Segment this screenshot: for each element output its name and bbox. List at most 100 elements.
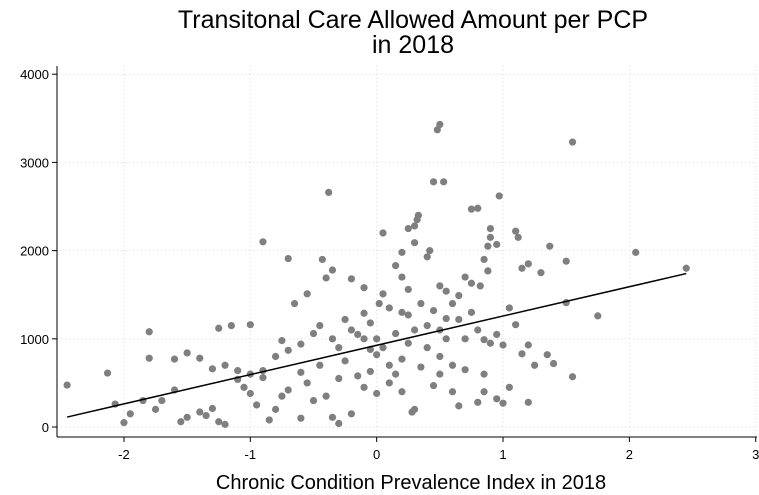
point <box>568 373 577 381</box>
point <box>379 229 387 237</box>
point <box>404 311 412 319</box>
point <box>259 238 267 246</box>
point <box>440 178 448 186</box>
point <box>322 392 330 400</box>
point <box>433 126 441 134</box>
chart-title: Transitonal Care Allowed Amount per PCP <box>178 6 648 34</box>
point <box>151 405 160 413</box>
point <box>467 308 476 316</box>
point <box>215 418 223 426</box>
point <box>183 413 191 421</box>
point <box>309 396 318 405</box>
point <box>297 414 305 422</box>
x-axis-label: Chronic Condition Prevalence Index in 20… <box>216 472 606 494</box>
point <box>505 383 513 391</box>
point <box>546 242 554 250</box>
point <box>221 420 229 428</box>
point <box>221 361 229 369</box>
point <box>499 399 507 407</box>
point <box>271 405 280 413</box>
point <box>448 299 457 308</box>
point <box>297 340 305 348</box>
point <box>632 248 640 256</box>
point <box>385 361 393 369</box>
point <box>531 361 539 369</box>
point <box>303 379 311 387</box>
point <box>398 308 406 316</box>
point <box>436 282 444 290</box>
point <box>290 299 299 308</box>
point <box>126 410 134 418</box>
point <box>549 359 558 368</box>
point <box>480 388 488 396</box>
point <box>385 379 393 387</box>
x-tick-label: -1 <box>245 447 257 462</box>
point <box>404 224 412 233</box>
point <box>234 366 242 375</box>
point <box>404 339 412 347</box>
point <box>486 339 494 347</box>
point <box>426 247 434 255</box>
point <box>442 314 450 323</box>
point <box>398 355 406 363</box>
point <box>183 349 191 357</box>
point <box>246 321 254 329</box>
point <box>423 253 431 261</box>
point <box>379 344 387 352</box>
point <box>429 306 438 315</box>
point <box>196 408 204 416</box>
point <box>429 178 438 186</box>
point <box>474 204 482 212</box>
point <box>318 255 326 264</box>
point <box>335 344 343 352</box>
point <box>518 350 526 358</box>
point <box>328 266 337 274</box>
point <box>316 321 324 330</box>
point <box>259 374 267 382</box>
point <box>347 326 356 334</box>
point <box>63 381 71 389</box>
point <box>360 335 368 343</box>
x-tick-label: 1 <box>499 447 506 462</box>
point <box>455 315 463 324</box>
point <box>297 368 305 376</box>
point <box>568 138 577 146</box>
point <box>392 262 400 270</box>
point <box>215 324 223 332</box>
point <box>347 410 356 418</box>
point <box>335 374 343 383</box>
point <box>484 267 492 275</box>
point <box>360 383 368 391</box>
point <box>682 264 690 272</box>
point <box>328 413 337 421</box>
point <box>120 419 128 427</box>
point <box>325 188 333 197</box>
point <box>316 361 324 369</box>
point <box>476 282 484 290</box>
point <box>335 419 343 428</box>
point <box>480 255 488 264</box>
point <box>505 304 513 312</box>
y-tick-label: 3000 <box>20 155 49 170</box>
point <box>278 392 286 400</box>
point <box>328 335 337 343</box>
point <box>341 357 349 365</box>
point <box>354 330 362 339</box>
point <box>594 312 602 320</box>
point <box>373 351 381 359</box>
point <box>436 352 444 361</box>
point <box>467 205 476 213</box>
point <box>499 341 507 349</box>
point <box>493 395 501 403</box>
y-tick-label: 4000 <box>20 67 49 82</box>
point <box>253 401 261 409</box>
point <box>366 367 374 376</box>
point <box>461 335 469 343</box>
point <box>240 383 248 391</box>
point <box>518 264 526 272</box>
point <box>408 408 416 416</box>
point <box>486 224 494 233</box>
point <box>208 404 217 413</box>
point <box>455 292 463 300</box>
